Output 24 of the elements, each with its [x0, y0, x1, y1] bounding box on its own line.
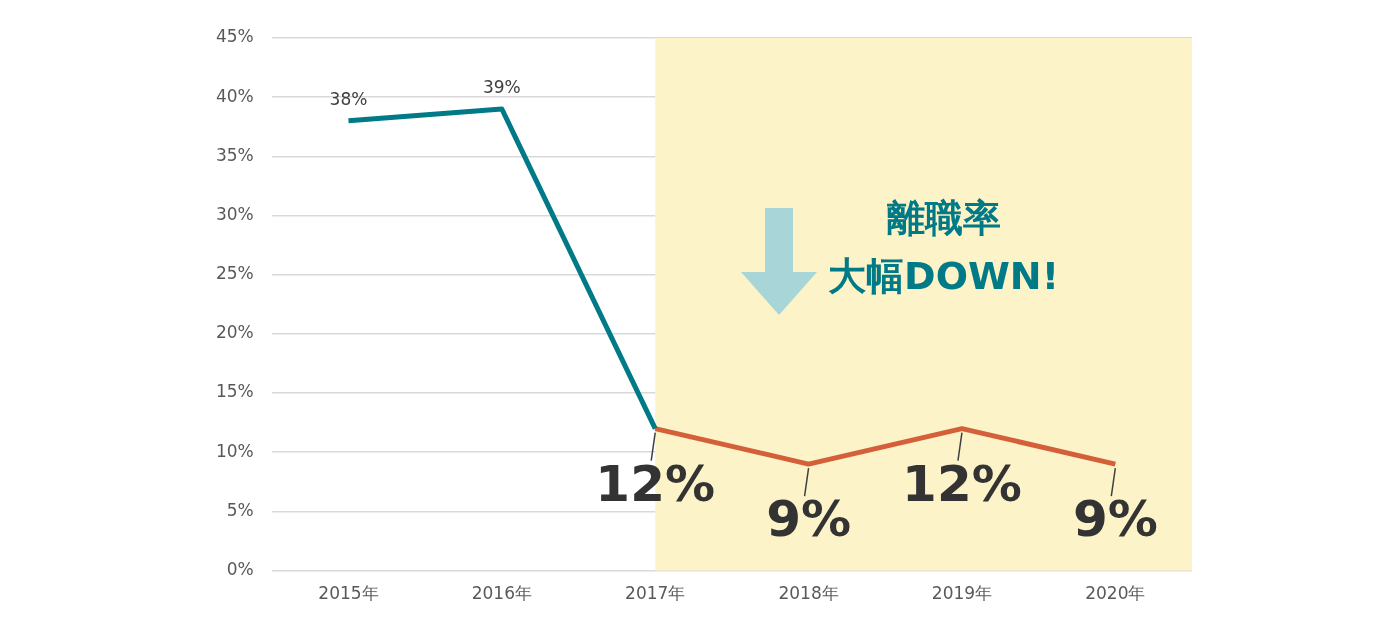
- y-tick-label: 30%: [215, 203, 254, 224]
- y-tick-label: 35%: [215, 144, 254, 165]
- y-tick-label: 20%: [215, 322, 254, 343]
- y-tick-label: 5%: [226, 499, 254, 520]
- x-tick-label: 2020年: [1085, 583, 1146, 604]
- annotation: 大幅DOWN!: [828, 253, 1059, 298]
- x-tick-label: 2017年: [625, 583, 686, 604]
- y-tick-label: 0%: [226, 559, 254, 580]
- x-tick-label: 2016年: [471, 583, 532, 604]
- y-tick-label: 15%: [215, 381, 254, 402]
- x-tick-label: 2015年: [318, 583, 379, 604]
- data-label: 12%: [902, 454, 1022, 513]
- annotation: 離職率: [885, 195, 1001, 240]
- x-tick-label: 2018年: [778, 583, 839, 604]
- y-tick-label: 45%: [215, 26, 254, 47]
- data-label: 9%: [766, 490, 852, 549]
- y-tick-label: 25%: [215, 263, 254, 284]
- data-label: 38%: [329, 88, 368, 109]
- data-label: 9%: [1072, 490, 1158, 549]
- y-tick-label: 40%: [215, 85, 254, 106]
- data-label: 39%: [482, 76, 521, 97]
- y-tick-label: 10%: [215, 440, 254, 461]
- data-label: 12%: [595, 454, 716, 513]
- x-tick-label: 2019年: [931, 583, 993, 604]
